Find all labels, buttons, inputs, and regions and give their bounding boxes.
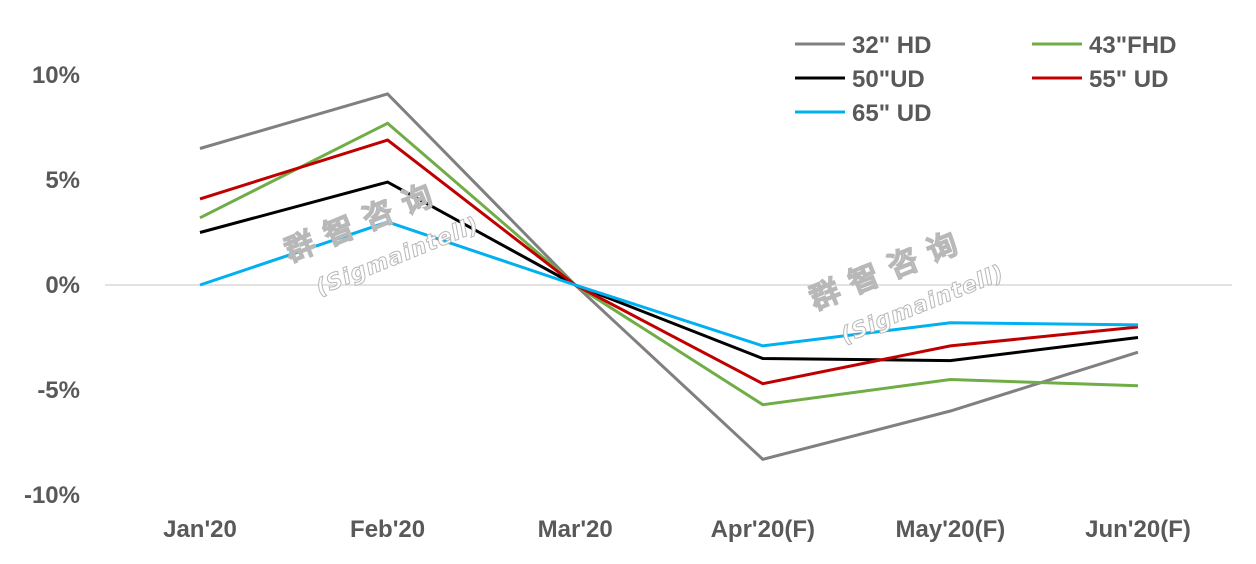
legend-label: 32" HD bbox=[852, 32, 931, 59]
series-line bbox=[199, 138, 1139, 386]
x-tick-label: Apr'20(F) bbox=[711, 516, 815, 543]
legend: 32" HD 43"FHD 50"UD 55" UD 65" UD bbox=[795, 32, 1176, 127]
series-line bbox=[199, 92, 1139, 461]
series-line bbox=[199, 121, 1139, 407]
series-line bbox=[199, 180, 1139, 363]
y-axis-ticks: 10% 5% 0% -5% -10% bbox=[24, 62, 80, 509]
y-tick-label: 5% bbox=[45, 167, 80, 194]
x-tick-label: Feb'20 bbox=[350, 516, 425, 543]
series-lines bbox=[199, 92, 1139, 461]
y-tick-label: 0% bbox=[45, 272, 80, 299]
legend-label: 43"FHD bbox=[1089, 32, 1176, 59]
x-tick-label: Mar'20 bbox=[538, 516, 613, 543]
x-axis-ticks: Jan'20 Feb'20 Mar'20 Apr'20(F) May'20(F) Jun'… bbox=[163, 516, 1191, 543]
y-tick-label: 10% bbox=[32, 62, 80, 89]
series-line bbox=[199, 220, 1139, 348]
x-tick-label: Jan'20 bbox=[163, 516, 237, 543]
x-tick-label: May'20(F) bbox=[896, 516, 1006, 543]
y-tick-label: -5% bbox=[37, 377, 80, 404]
x-tick-label: Jun'20(F) bbox=[1085, 516, 1191, 543]
legend-label: 50"UD bbox=[852, 66, 925, 93]
y-tick-label: -10% bbox=[24, 482, 80, 509]
legend-label: 65" UD bbox=[852, 100, 931, 127]
legend-label: 55" UD bbox=[1089, 66, 1168, 93]
